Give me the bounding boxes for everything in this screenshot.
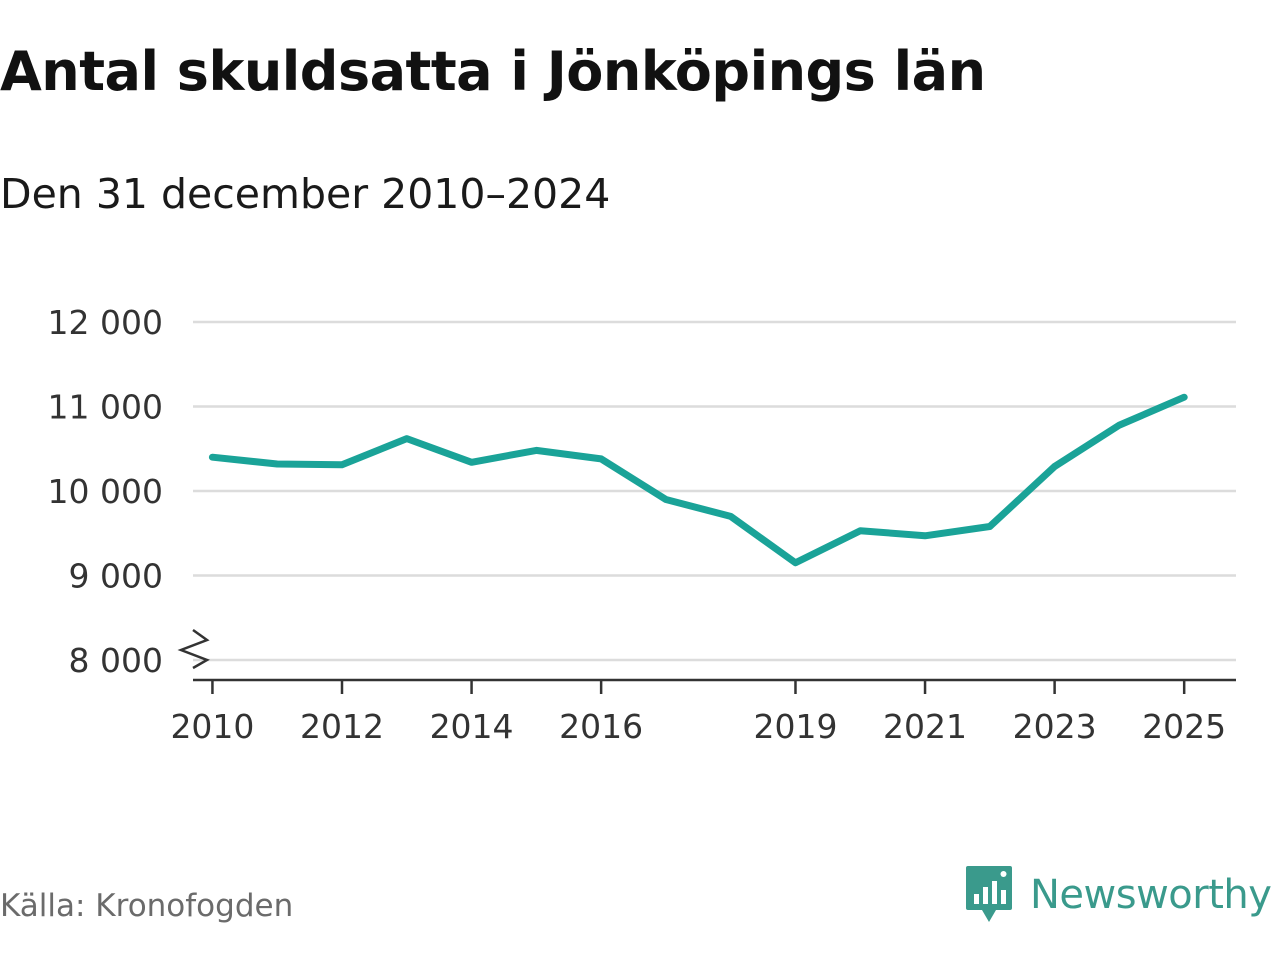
y-tick-label: 10 000 [48,472,163,511]
newsworthy-logo-icon [966,866,1012,922]
series-line-0 [208,393,1188,567]
chart-title: Antal skuldsatta i Jönköpings län [0,40,986,103]
x-tick-label: 2023 [1013,707,1097,746]
x-axis: 2010 2012 2014 2016 2019 2021 2023 2025 [170,678,1236,746]
x-tick-label: 2012 [300,707,384,746]
data-point-2020 [857,527,864,534]
x-tick-label: 2019 [753,707,837,746]
y-tick-label: 9 000 [69,557,163,596]
series-layer [208,393,1188,567]
x-tick-label: 2021 [883,707,967,746]
data-point-2015 [533,447,540,454]
source-note: Källa: Kronofogden [0,888,294,924]
y-tick-label: 11 000 [48,388,163,427]
y-tick-label: 8 000 [69,641,163,680]
x-tick-label: 2016 [559,707,643,746]
data-point-2012 [339,461,346,468]
x-tick-label: 2025 [1142,707,1226,746]
axis-break-icon [177,628,210,670]
data-point-2022 [986,523,993,530]
data-point-2023 [1051,463,1058,470]
y-tick-label: 12 000 [48,303,163,342]
gridlines [193,320,1236,662]
data-point-2018 [727,513,734,520]
brand-name: Newsworthy [1030,872,1272,918]
data-point-2024 [1116,422,1123,429]
data-point-2021 [922,532,929,539]
brand-logo: Newsworthy [964,864,1272,926]
data-point-2010 [209,454,216,461]
x-tick-label: 2014 [430,707,514,746]
y-axis: 8 000 9 000 10 000 11 000 12 000 [48,303,163,680]
data-point-2016 [598,455,605,462]
x-tick-label: 2010 [170,707,254,746]
data-point-2011 [274,460,281,467]
chart-subtitle: Den 31 december 2010–2024 [0,170,611,218]
data-point-2025 [1181,394,1188,401]
data-point-2014 [468,459,475,466]
data-point-2017 [662,496,669,503]
data-point-2019 [792,559,799,566]
data-point-2013 [403,435,410,442]
